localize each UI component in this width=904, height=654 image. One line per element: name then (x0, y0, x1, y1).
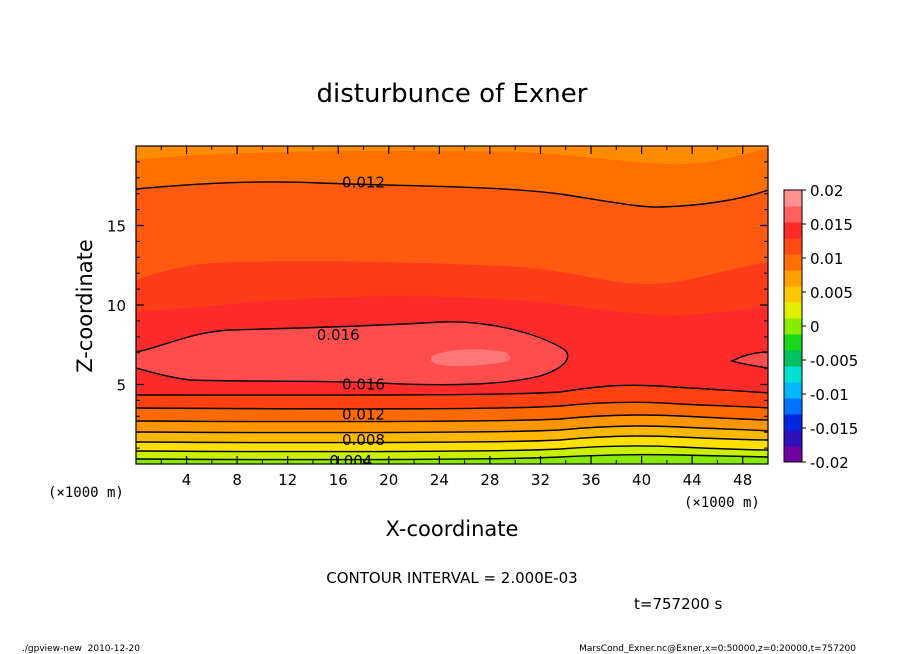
colorbar-label: -0.01 (810, 386, 849, 404)
contour-label: 0.016 (317, 326, 360, 344)
x-tick-label: 24 (430, 471, 449, 489)
colorbar-label: 0 (810, 318, 820, 336)
colorbar-swatch (784, 366, 802, 383)
colorbar-swatch (784, 382, 802, 399)
contour-line-low-3 (136, 414, 768, 423)
contour-label: 0.008 (342, 431, 385, 449)
footer-right: MarsCond_Exner.nc@Exner,x=0:50000,z=0:20… (579, 644, 856, 654)
colorbar-swatch (784, 334, 802, 351)
colorbar-swatch (784, 270, 802, 287)
x-tick-label: 12 (278, 471, 297, 489)
colorbar-swatch (784, 414, 802, 431)
x-tick-label: 28 (480, 471, 499, 489)
chart-title: disturbunce of Exner (317, 79, 588, 109)
colorbar-swatch (784, 254, 802, 271)
contour-label: 0.004 (329, 452, 372, 470)
y-axis-label: Z-coordinate (73, 239, 97, 373)
contour-line-low-6 (136, 445, 768, 453)
colorbar-label: 0.015 (810, 216, 853, 234)
colorbar-swatch (784, 222, 802, 239)
x-tick-label: 16 (329, 471, 348, 489)
colorbar-swatch (784, 238, 802, 255)
contour-label: 0.016 (342, 376, 385, 394)
contour-label: 0.012 (342, 406, 385, 424)
colorbar-swatch (784, 190, 802, 207)
colorbar-labels: 0.02 0.015 0.01 0.005 0 -0.005 -0.01 -0.015 -0.0… (802, 182, 858, 472)
colorbar-swatch (784, 206, 802, 223)
colorbar-label: -0.005 (810, 352, 858, 370)
contour-field: 0.012 0.016 0.016 0.012 0.008 0.004 (136, 146, 768, 470)
x-tick-label: 36 (581, 471, 600, 489)
x-tick-label: 20 (379, 471, 398, 489)
y-axis-unit: (×1000 m) (48, 485, 124, 501)
footer-left: ./gpview-new 2010-12-20 (22, 644, 140, 654)
colorbar-swatch (784, 318, 802, 335)
x-tick-label: 4 (182, 471, 192, 489)
y-axis-ticks: 5 10 15 (107, 161, 768, 449)
contour-line-low-2 (136, 401, 768, 410)
contour-band-0.017-right (732, 352, 768, 368)
x-tick-label: 44 (683, 471, 702, 489)
colorbar-swatch (784, 430, 802, 447)
contour-line-low-4 (136, 425, 768, 434)
contour-band-0.018 (430, 349, 511, 367)
colorbar-label: 0.02 (810, 182, 843, 200)
y-tick-label: 10 (107, 297, 126, 315)
timestamp: t=757200 s (634, 595, 722, 613)
contour-line-0.016-right (730, 351, 768, 369)
x-axis-ticks: 4 8 12 16 20 24 28 32 36 40 44 48 (160, 146, 769, 489)
colorbar-swatch (784, 350, 802, 367)
contour-lines (136, 181, 768, 461)
contour-line-low-5 (136, 435, 768, 444)
x-tick-label: 40 (632, 471, 651, 489)
x-axis-unit: (×1000 m) (684, 495, 760, 511)
contour-line-low-7 (136, 453, 768, 461)
colorbar (784, 190, 802, 463)
colorbar-swatch (784, 446, 802, 463)
contour-line-0.016-outer (136, 321, 569, 386)
contour-line-0.012-upper (136, 181, 768, 208)
contour-interval: CONTOUR INTERVAL = 2.000E-03 (326, 569, 577, 587)
colorbar-label: -0.02 (810, 454, 849, 472)
y-tick-label: 5 (116, 377, 126, 395)
contour-line-low-1 (136, 384, 768, 396)
colorbar-label: 0.005 (810, 284, 853, 302)
colorbar-swatch (784, 302, 802, 319)
colorbar-swatch (784, 398, 802, 415)
contour-band-0.017 (136, 321, 568, 385)
y-tick-label: 15 (107, 218, 126, 236)
x-tick-label: 8 (232, 471, 242, 489)
colorbar-label: -0.015 (810, 420, 858, 438)
x-tick-label: 32 (531, 471, 550, 489)
x-axis-label: X-coordinate (386, 517, 519, 541)
colorbar-swatch (784, 286, 802, 303)
contour-label: 0.012 (342, 174, 385, 192)
colorbar-label: 0.01 (810, 250, 843, 268)
x-tick-label: 48 (733, 471, 752, 489)
contour-labels: 0.012 0.016 0.016 0.012 0.008 0.004 (317, 174, 385, 470)
